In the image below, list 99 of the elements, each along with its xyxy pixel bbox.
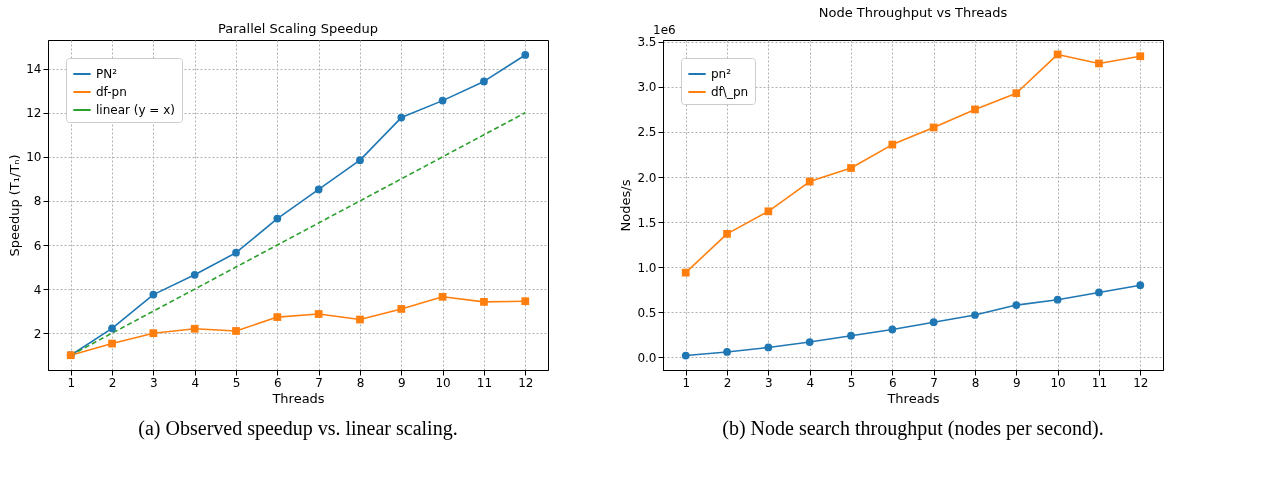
- point: [480, 298, 488, 306]
- x-tick-label: 1: [682, 375, 691, 390]
- x-tick-label: 5: [847, 375, 856, 390]
- point: [723, 348, 731, 356]
- y-axis-title: Nodes/s: [618, 179, 634, 232]
- y-tick-label: 14: [26, 62, 42, 77]
- point: [1053, 295, 1062, 304]
- x-tick-label: 12: [518, 375, 534, 390]
- y-tick-label: 2: [33, 326, 42, 341]
- point: [273, 214, 282, 223]
- point: [1136, 52, 1145, 61]
- legend-label: pn²: [711, 67, 732, 81]
- point: [438, 96, 447, 105]
- x-tick-label: 3: [150, 375, 158, 390]
- y-axis-title: Speedup (T₁/Tₙ): [7, 154, 23, 257]
- x-tick-label: 2: [108, 375, 117, 390]
- point: [888, 325, 897, 334]
- y-tick-label: 1.5: [637, 215, 657, 230]
- legend-label: df\_pn: [711, 85, 749, 99]
- point: [480, 77, 488, 86]
- point: [190, 324, 199, 333]
- point: [681, 351, 690, 360]
- y-tick-label: 1.0: [637, 260, 657, 275]
- point: [1136, 281, 1145, 290]
- point: [438, 292, 447, 301]
- point: [314, 310, 323, 318]
- point: [397, 113, 406, 122]
- point: [1012, 301, 1021, 309]
- x-axis-title: Threads: [271, 390, 325, 406]
- point: [397, 305, 406, 313]
- point: [108, 339, 116, 348]
- chart-title: Parallel Scaling Speedup: [218, 21, 378, 36]
- point: [764, 343, 773, 352]
- point: [805, 338, 814, 346]
- point: [929, 123, 938, 132]
- point: [149, 290, 158, 299]
- point: [273, 313, 282, 321]
- x-tick-label: 11: [476, 375, 493, 390]
- point: [149, 329, 158, 338]
- x-tick-label: 8: [971, 375, 980, 390]
- y-tick-label: 0.5: [637, 305, 657, 320]
- point: [108, 324, 116, 333]
- point: [971, 105, 979, 114]
- text: (b) Node search throughput (nodes per second).: [722, 417, 1104, 440]
- text: 1e6: [653, 23, 676, 37]
- y-tick-label: 2.5: [637, 125, 657, 140]
- y-tick-label: 10: [26, 150, 42, 165]
- legend-label: df-pn: [96, 85, 127, 99]
- legend-label: linear (y = x): [96, 103, 176, 117]
- point: [232, 248, 240, 257]
- point: [847, 164, 855, 172]
- y-tick-label: 8: [33, 194, 42, 209]
- chart-title: Node Throughput vs Threads: [818, 5, 1008, 20]
- point: [1053, 50, 1062, 59]
- point: [929, 318, 938, 327]
- point: [723, 229, 731, 238]
- y-tick-label: 3.0: [637, 80, 657, 95]
- point: [190, 270, 199, 279]
- x-tick-label: 11: [1091, 375, 1108, 390]
- x-tick-label: 9: [397, 375, 406, 390]
- x-tick-label: 10: [1050, 375, 1066, 390]
- point: [847, 331, 855, 340]
- point: [1012, 89, 1021, 98]
- point: [356, 156, 364, 165]
- point: [681, 268, 690, 277]
- x-tick-label: 6: [889, 375, 897, 390]
- x-tick-label: 7: [930, 375, 938, 390]
- point: [521, 297, 530, 306]
- x-tick-label: 3: [765, 375, 773, 390]
- x-tick-label: 6: [274, 375, 282, 390]
- x-tick-label: 2: [723, 375, 732, 390]
- y-tick-label: 12: [26, 106, 42, 121]
- point: [764, 207, 773, 216]
- y-tick-label: 4: [33, 282, 42, 297]
- point: [1095, 288, 1103, 297]
- x-tick-label: 7: [315, 375, 323, 390]
- y-tick-label: 2.0: [637, 170, 657, 185]
- text: (a) Observed speedup vs. linear scaling.: [138, 417, 458, 440]
- x-tick-label: 4: [806, 375, 815, 390]
- point: [971, 311, 979, 319]
- x-tick-label: 8: [356, 375, 365, 390]
- point: [1095, 59, 1103, 68]
- legend-label: PN²: [96, 67, 118, 81]
- x-tick-label: 10: [435, 375, 451, 390]
- point: [521, 51, 530, 59]
- x-axis-title: Threads: [886, 390, 940, 406]
- x-tick-label: 4: [191, 375, 200, 390]
- point: [314, 185, 323, 194]
- point: [356, 315, 364, 324]
- y-tick-label: 6: [33, 238, 42, 253]
- point: [232, 327, 240, 335]
- x-tick-label: 1: [67, 375, 76, 390]
- y-tick-label: 3.5: [637, 35, 657, 50]
- x-tick-label: 9: [1012, 375, 1021, 390]
- x-tick-label: 12: [1133, 375, 1149, 390]
- y-tick-label: 0.0: [637, 350, 657, 365]
- x-tick-label: 5: [232, 375, 241, 390]
- point: [888, 140, 897, 149]
- point: [805, 177, 814, 186]
